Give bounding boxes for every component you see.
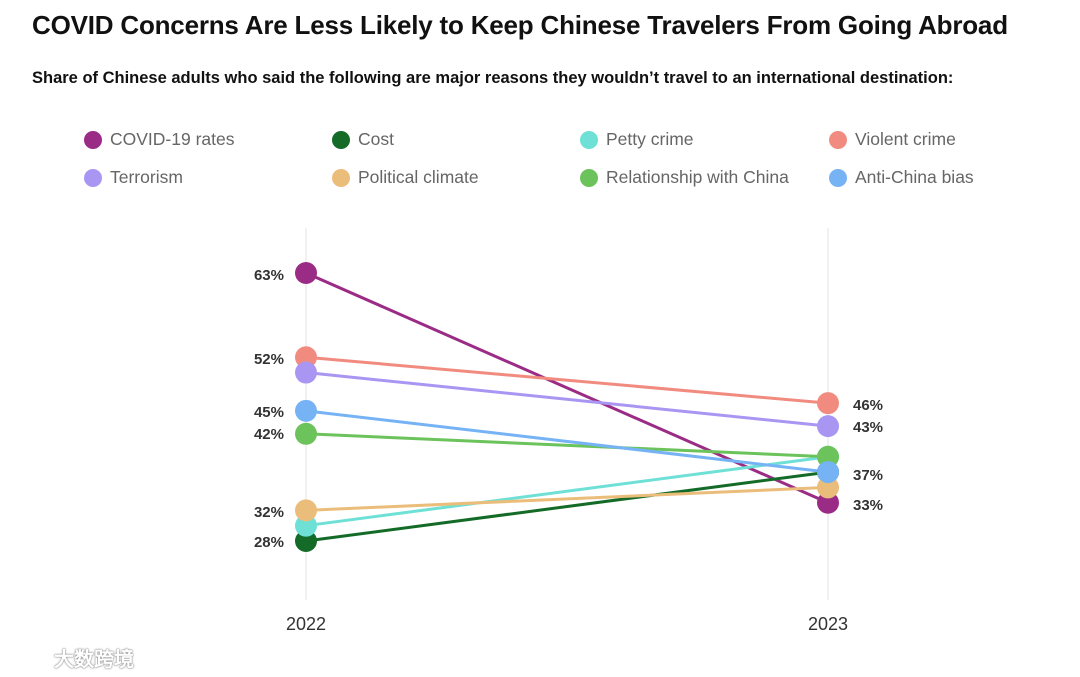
value-label-2022: 45% — [254, 404, 284, 421]
value-label-2022: 32% — [254, 504, 284, 521]
point-covid-19-rates-2022 — [295, 262, 317, 284]
point-political-climate-2023 — [817, 476, 839, 499]
legend-swatch — [829, 168, 847, 187]
value-label-2023: 33% — [853, 497, 883, 514]
legend-label: Cost — [358, 129, 394, 149]
legend-swatch — [829, 130, 847, 149]
value-label-2023: 43% — [853, 419, 883, 436]
legend-label: Anti-China bias — [855, 167, 974, 187]
watermark-text: 大数跨境 — [54, 649, 134, 671]
value-label-2023: 46% — [853, 397, 883, 414]
chart-subtitle: Share of Chinese adults who said the fol… — [32, 69, 954, 87]
value-label-2022: 28% — [254, 534, 284, 551]
legend-label: Terrorism — [110, 167, 183, 187]
series-line-political-climate — [304, 485, 830, 512]
legend-label: Political climate — [358, 167, 479, 187]
point-terrorism-2022 — [295, 361, 317, 384]
point-violent-crime-2023 — [817, 392, 839, 415]
series-line-anti-china-bias — [304, 409, 830, 474]
series-line-cost — [304, 470, 830, 543]
grid-layer — [305, 228, 829, 600]
point-violent-crime-2022 — [295, 346, 317, 369]
legend-swatch — [84, 130, 102, 149]
legend-swatch — [580, 130, 598, 149]
point-covid-19-rates-2023 — [817, 491, 839, 514]
series-line-covid-19-rates — [304, 271, 830, 505]
legend-label: Violent crime — [855, 129, 956, 149]
legend-item-violent-crime: Violent crime — [829, 129, 956, 150]
value-label-2022: 52% — [254, 351, 284, 368]
point-relationship-with-china-2022 — [295, 422, 317, 445]
legend-item-covid-19-rates: COVID-19 rates — [84, 129, 234, 150]
value-label-2022: 63% — [254, 267, 284, 284]
legend-swatch — [84, 168, 102, 187]
chart-title: COVID Concerns Are Less Likely to Keep C… — [32, 10, 1008, 40]
x-tick-2022: 2022 — [286, 614, 326, 634]
legend-label: Relationship with China — [606, 167, 789, 187]
legend-item-political-climate: Political climate — [332, 167, 479, 188]
watermark-logo-icon — [10, 648, 47, 667]
series-line-petty-crime — [304, 455, 830, 528]
value-label-2023: 37% — [853, 467, 883, 484]
legend-swatch — [332, 130, 350, 149]
x-tick-2023: 2023 — [808, 614, 848, 634]
point-terrorism-2023 — [817, 415, 839, 438]
legend-item-anti-china-bias: Anti-China bias — [829, 167, 974, 188]
legend-label: COVID-19 rates — [110, 129, 235, 149]
point-relationship-with-china-2023 — [817, 445, 839, 468]
x-axis-ticks: 2022 2023 — [286, 614, 848, 634]
point-cost-2022 — [295, 530, 317, 552]
chart-legend: COVID-19 rates Cost Petty crime Violent cri… — [0, 0, 1080, 200]
series-line-violent-crime — [304, 355, 830, 405]
point-anti-china-bias-2023 — [817, 461, 839, 484]
legend-label: Petty crime — [606, 129, 694, 149]
watermark: 大数跨境 — [10, 643, 134, 672]
point-anti-china-bias-2022 — [295, 399, 317, 422]
point-petty-crime-2022 — [295, 514, 317, 537]
legend-item-terrorism: Terrorism — [84, 167, 183, 188]
series-line-terrorism — [304, 371, 830, 428]
series-lines — [304, 271, 830, 543]
legend-item-relationship-with-china: Relationship with China — [580, 167, 789, 188]
point-political-climate-2022 — [295, 499, 317, 522]
value-label-2022: 42% — [254, 426, 284, 443]
series-points — [295, 262, 839, 552]
legend-item-cost: Cost — [332, 129, 394, 150]
legend-item-petty-crime: Petty crime — [580, 129, 694, 150]
legend-swatch — [332, 168, 350, 187]
value-labels: 63% 52% 45% 42% 32% 28% 46% 43% 37% 33% — [254, 267, 883, 551]
legend-swatch — [580, 168, 598, 187]
series-line-relationship-with-china — [304, 432, 830, 459]
